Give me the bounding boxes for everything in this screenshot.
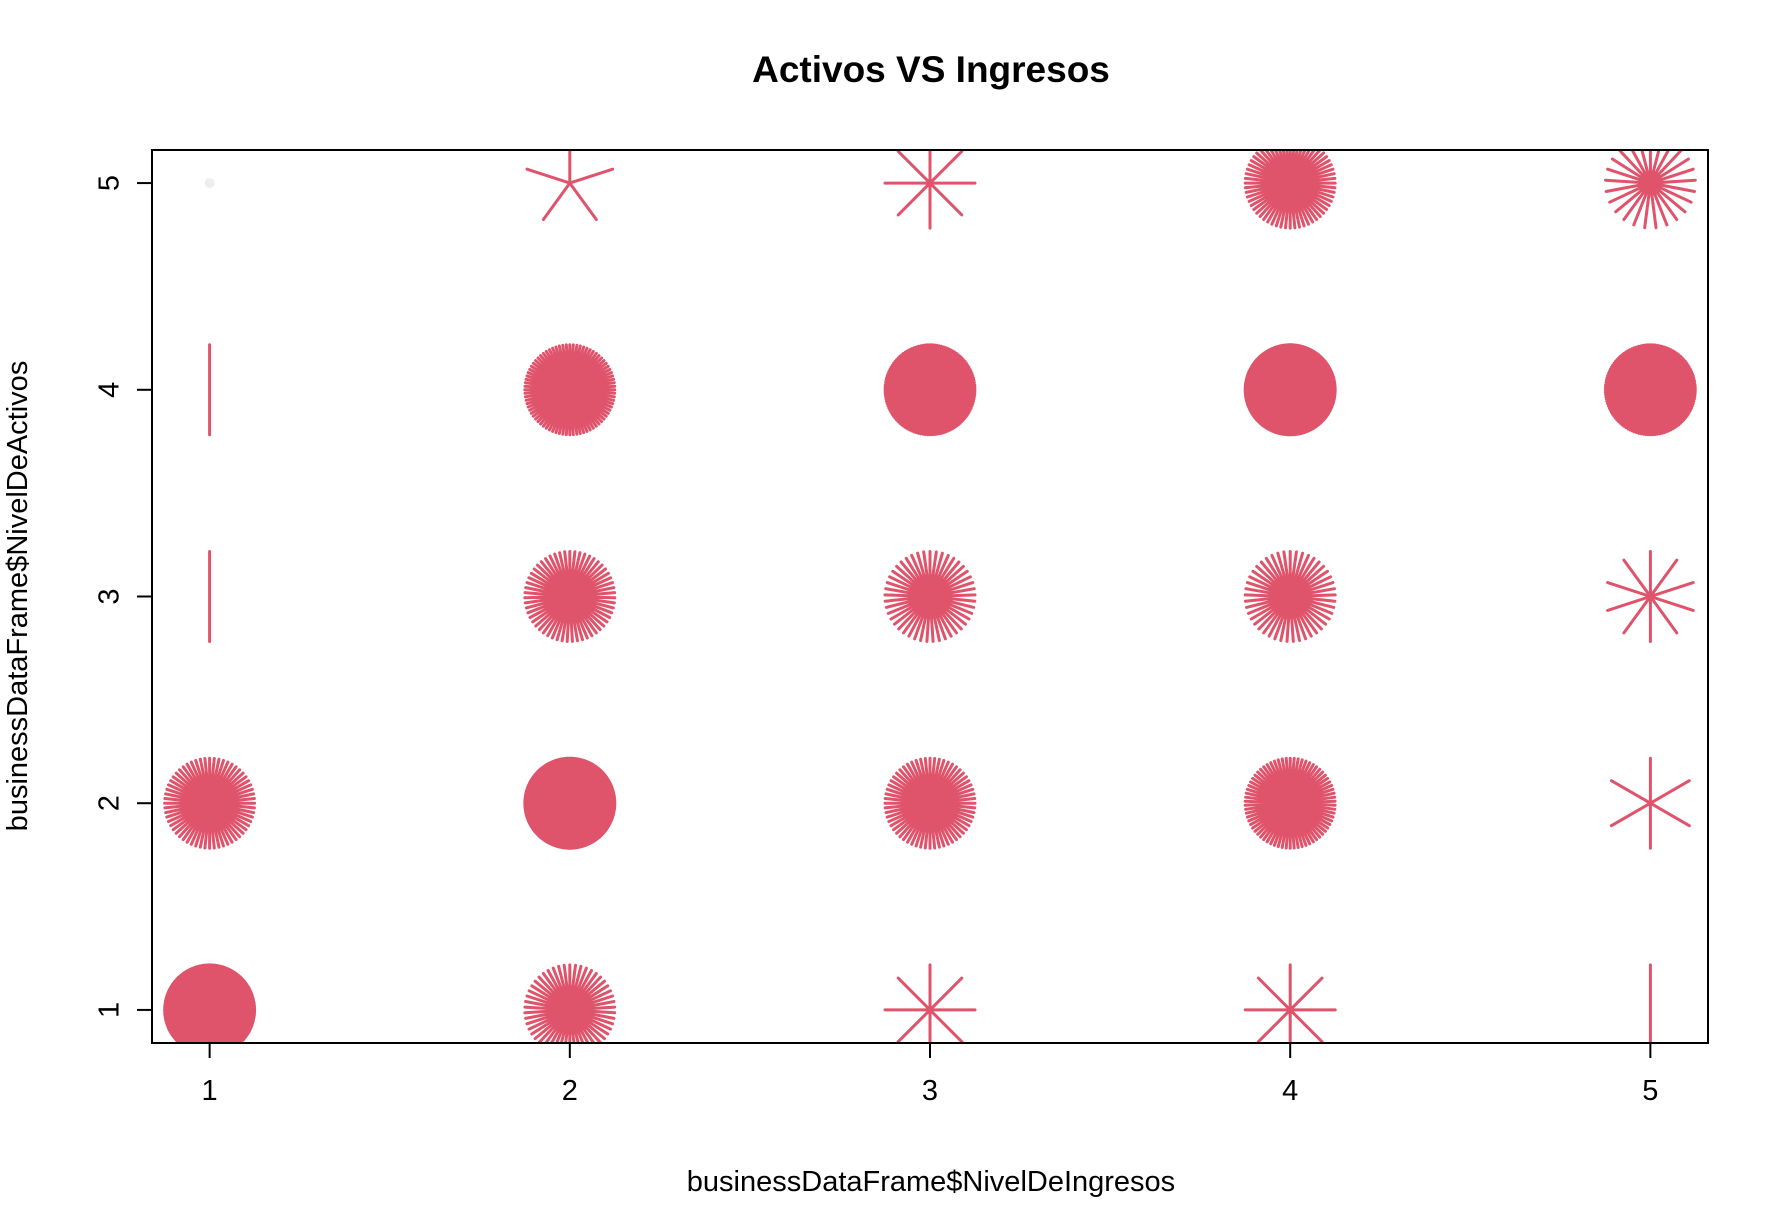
sunflower-point-3-2 — [883, 756, 977, 850]
sunflower-point-5-2 — [1609, 756, 1691, 850]
sunflower-point-3-4 — [883, 343, 977, 437]
sunflower-point-4-1 — [1243, 963, 1337, 1043]
x-tick-label: 5 — [1642, 1075, 1658, 1107]
sunflower-point-2-2 — [523, 756, 617, 850]
x-axis: 1 2 3 4 5 — [202, 1042, 1658, 1107]
y-axis-label: businessDataFrame$NivelDeActivos — [2, 361, 34, 832]
sunflower-point-3-3 — [883, 550, 977, 643]
sunflower-point-4-4 — [1243, 343, 1337, 437]
sunflower-point-5-5 — [1604, 150, 1697, 230]
sunflower-point-2-4 — [523, 343, 617, 437]
x-tick-label: 1 — [202, 1075, 218, 1107]
sunflower-point-4-2 — [1243, 756, 1337, 850]
y-tick-label: 2 — [94, 795, 126, 811]
sunflower-point-3-5 — [883, 150, 977, 230]
x-axis-label: businessDataFrame$NivelDeIngresos — [687, 1166, 1175, 1198]
y-tick-label: 3 — [94, 588, 126, 604]
sunflower-point-2-5 — [525, 150, 615, 221]
y-tick-label: 4 — [94, 382, 126, 398]
y-axis: 1 2 3 4 5 — [94, 175, 153, 1018]
sunflower-point-1-5 — [204, 178, 215, 189]
sunflower-point-1-2 — [163, 756, 257, 850]
sunflower-point-5-4 — [1603, 343, 1697, 437]
sunflower-point-5-3 — [1606, 550, 1695, 643]
y-tick-label: 5 — [94, 175, 126, 191]
sunflower-points — [163, 150, 1697, 1043]
chart-title: Activos VS Ingresos — [752, 49, 1110, 90]
sunflower-point-2-3 — [523, 550, 617, 643]
sunflower-point-4-3 — [1243, 550, 1337, 643]
x-tick-label: 2 — [562, 1075, 578, 1107]
sunflower-point-4-5 — [1243, 150, 1337, 230]
y-tick-label: 1 — [94, 1002, 126, 1018]
sunflower-point-2-1 — [523, 963, 617, 1043]
x-tick-label: 4 — [1282, 1075, 1298, 1107]
sunflower-point-3-1 — [883, 963, 977, 1043]
sunflower-point-1-1 — [163, 963, 257, 1043]
x-tick-label: 3 — [922, 1075, 938, 1107]
